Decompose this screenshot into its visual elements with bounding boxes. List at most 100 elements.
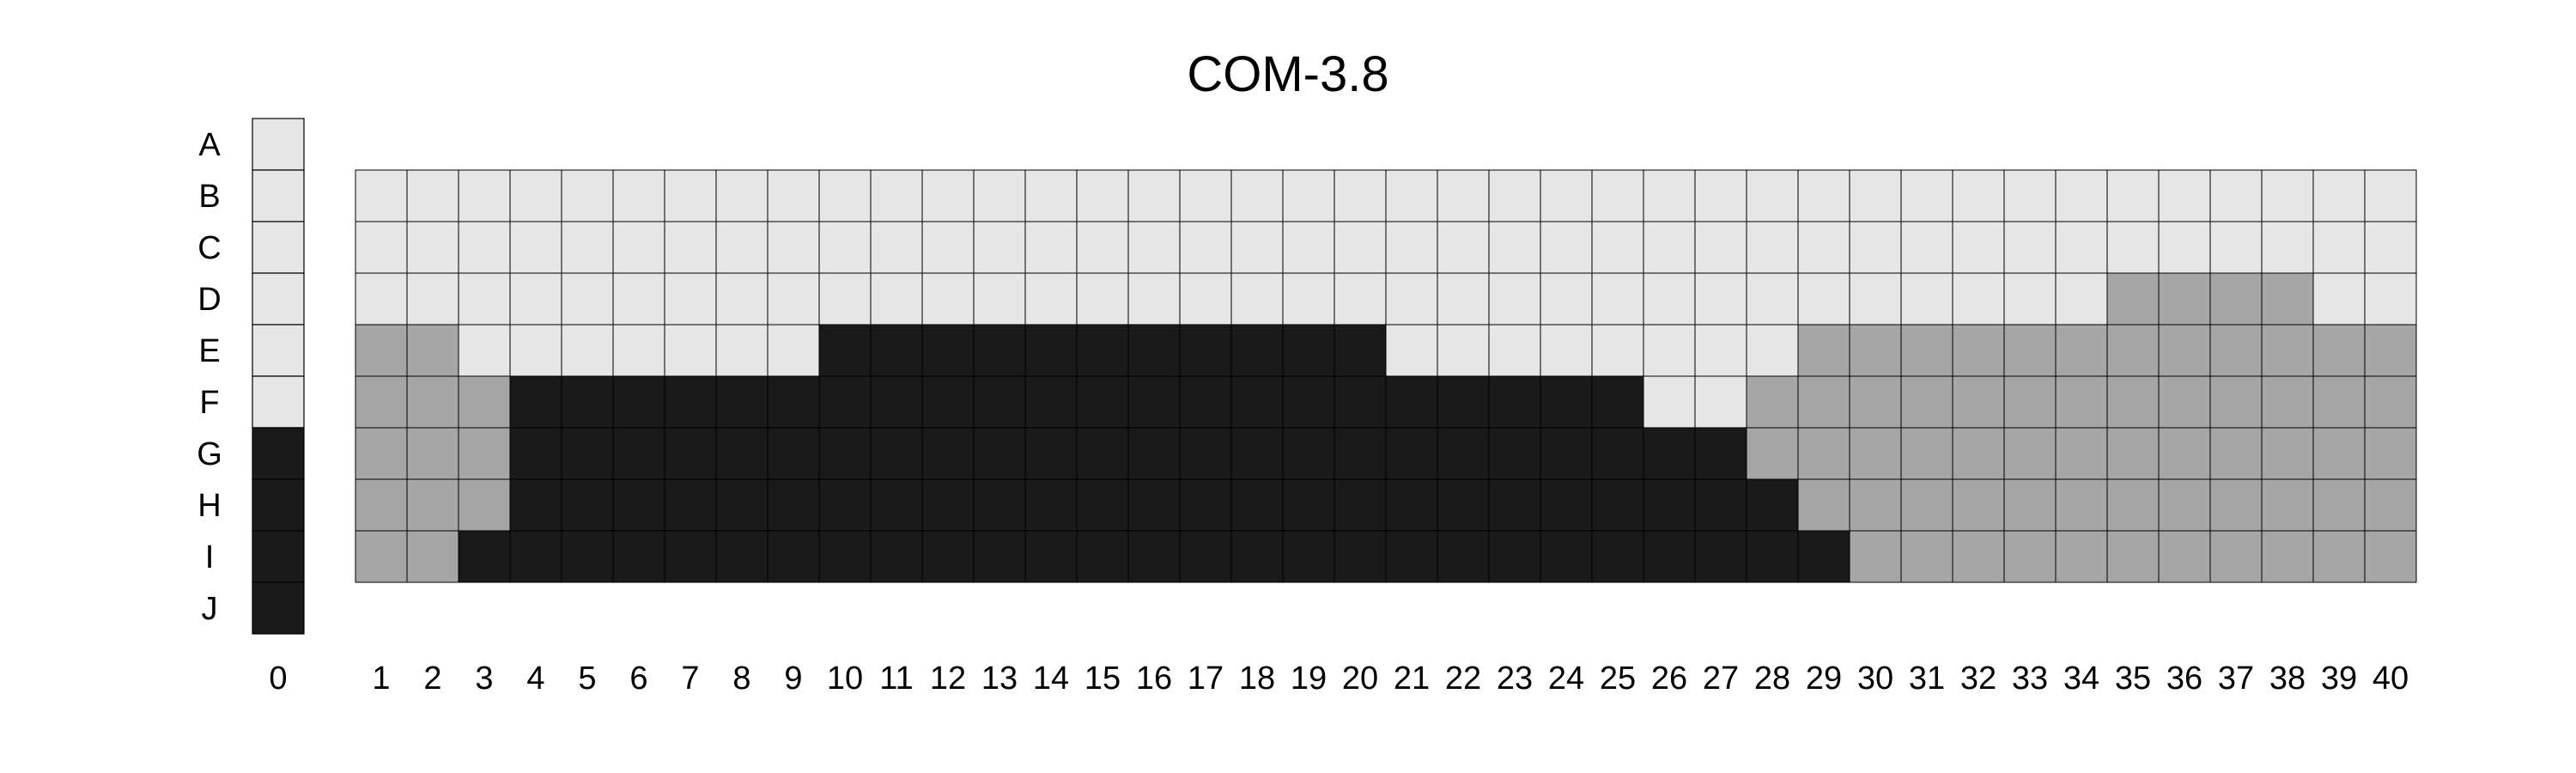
- heatmap-cell-e-34: [2055, 324, 2108, 377]
- column-label-38: 38: [2269, 660, 2306, 697]
- column-label-7: 7: [681, 660, 699, 697]
- heatmap-cell-b-30: [1849, 169, 1902, 222]
- heatmap-cell-b-38: [2261, 169, 2314, 222]
- heatmap-cell-d-40: [2364, 272, 2417, 326]
- heatmap-cell-h-29: [1797, 478, 1850, 532]
- column-label-12: 12: [930, 660, 966, 697]
- heatmap-cell-c-38: [2261, 221, 2314, 274]
- heatmap-cell-e-2: [406, 324, 459, 377]
- heatmap-cell-h-2: [406, 478, 459, 532]
- heatmap-cell-g-9: [767, 427, 820, 480]
- heatmap-cell-c-37: [2209, 221, 2263, 274]
- heatmap-cell-c-40: [2364, 221, 2417, 274]
- heatmap-cell-g-12: [921, 427, 975, 480]
- heatmap-cell-i-18: [1230, 530, 1284, 583]
- heatmap-cell-h-20: [1334, 478, 1387, 532]
- heatmap-cell-e-26: [1643, 324, 1696, 377]
- column-label-35: 35: [2115, 660, 2151, 697]
- heatmap-cell-d-31: [1900, 272, 1953, 326]
- heatmap-cell-c-23: [1488, 221, 1541, 274]
- heatmap-cell-c-35: [2106, 221, 2160, 274]
- heatmap-cell-b-35: [2106, 169, 2160, 222]
- heatmap-cell-d-8: [715, 272, 769, 326]
- heatmap-cell-b-13: [973, 169, 1026, 222]
- heatmap-cell-e-13: [973, 324, 1026, 377]
- heatmap-cell-i-35: [2106, 530, 2160, 583]
- heatmap-cell-d-32: [1952, 272, 2005, 326]
- heatmap-cell-i-13: [973, 530, 1026, 583]
- column-label-24: 24: [1548, 660, 1584, 697]
- heatmap-cell-h-34: [2055, 478, 2108, 532]
- heatmap-cell-b-16: [1127, 169, 1181, 222]
- heatmap-cell-f-4: [509, 375, 562, 429]
- heatmap-cell-h-8: [715, 478, 769, 532]
- heatmap-cell-g-2: [406, 427, 459, 480]
- reference-cell-a: [252, 118, 305, 171]
- heatmap-cell-c-26: [1643, 221, 1696, 274]
- heatmap-cell-c-36: [2158, 221, 2211, 274]
- heatmap-cell-b-23: [1488, 169, 1541, 222]
- heatmap-cell-f-35: [2106, 375, 2160, 429]
- heatmap-cell-d-14: [1024, 272, 1078, 326]
- heatmap-cell-f-7: [664, 375, 717, 429]
- heatmap-cell-e-22: [1437, 324, 1490, 377]
- heatmap-cell-c-22: [1437, 221, 1490, 274]
- heatmap-cell-e-9: [767, 324, 820, 377]
- heatmap-cell-e-24: [1540, 324, 1593, 377]
- heatmap-cell-i-32: [1952, 530, 2005, 583]
- heatmap-cell-g-20: [1334, 427, 1387, 480]
- column-label-0: 0: [269, 660, 287, 697]
- heatmap-cell-h-6: [612, 478, 665, 532]
- reference-cell-i: [252, 530, 305, 583]
- heatmap-cell-g-24: [1540, 427, 1593, 480]
- heatmap-cell-d-17: [1179, 272, 1232, 326]
- heatmap-cell-c-2: [406, 221, 459, 274]
- heatmap-cell-e-30: [1849, 324, 1902, 377]
- heatmap-cell-d-1: [355, 272, 408, 326]
- chart-title: COM-3.8: [1187, 46, 1389, 102]
- heatmap-cell-h-9: [767, 478, 820, 532]
- heatmap-cell-e-14: [1024, 324, 1078, 377]
- heatmap-cell-i-4: [509, 530, 562, 583]
- heatmap-cell-h-14: [1024, 478, 1078, 532]
- heatmap-cell-g-19: [1282, 427, 1335, 480]
- heatmap-cell-c-3: [458, 221, 511, 274]
- heatmap-cell-b-21: [1385, 169, 1438, 222]
- heatmap-cell-c-28: [1746, 221, 1799, 274]
- heatmap-cell-c-13: [973, 221, 1026, 274]
- heatmap-cell-g-11: [870, 427, 923, 480]
- heatmap-cell-g-35: [2106, 427, 2160, 480]
- heatmap-cell-h-21: [1385, 478, 1438, 532]
- heatmap-cell-d-26: [1643, 272, 1696, 326]
- heatmap-cell-i-26: [1643, 530, 1696, 583]
- heatmap-cell-c-39: [2312, 221, 2366, 274]
- heatmap-cell-i-1: [355, 530, 408, 583]
- heatmap-cell-g-30: [1849, 427, 1902, 480]
- heatmap-cell-e-17: [1179, 324, 1232, 377]
- column-label-32: 32: [1960, 660, 1996, 697]
- heatmap-cell-b-26: [1643, 169, 1696, 222]
- heatmap-cell-e-15: [1076, 324, 1129, 377]
- heatmap-cell-g-1: [355, 427, 408, 480]
- heatmap-cell-b-1: [355, 169, 408, 222]
- heatmap-cell-g-14: [1024, 427, 1078, 480]
- heatmap-cell-i-17: [1179, 530, 1232, 583]
- heatmap-cell-c-16: [1127, 221, 1181, 274]
- heatmap-cell-f-9: [767, 375, 820, 429]
- heatmap-cell-g-21: [1385, 427, 1438, 480]
- heatmap-cell-d-3: [458, 272, 511, 326]
- heatmap-cell-h-22: [1437, 478, 1490, 532]
- heatmap-cell-i-12: [921, 530, 975, 583]
- heatmap-cell-c-27: [1694, 221, 1747, 274]
- heatmap-cell-f-8: [715, 375, 769, 429]
- heatmap-cell-g-3: [458, 427, 511, 480]
- column-label-22: 22: [1445, 660, 1481, 697]
- heatmap-cell-i-7: [664, 530, 717, 583]
- heatmap-cell-e-16: [1127, 324, 1181, 377]
- heatmap-cell-d-23: [1488, 272, 1541, 326]
- heatmap-cell-d-38: [2261, 272, 2314, 326]
- heatmap-cell-h-11: [870, 478, 923, 532]
- heatmap-cell-h-5: [561, 478, 614, 532]
- heatmap-cell-g-26: [1643, 427, 1696, 480]
